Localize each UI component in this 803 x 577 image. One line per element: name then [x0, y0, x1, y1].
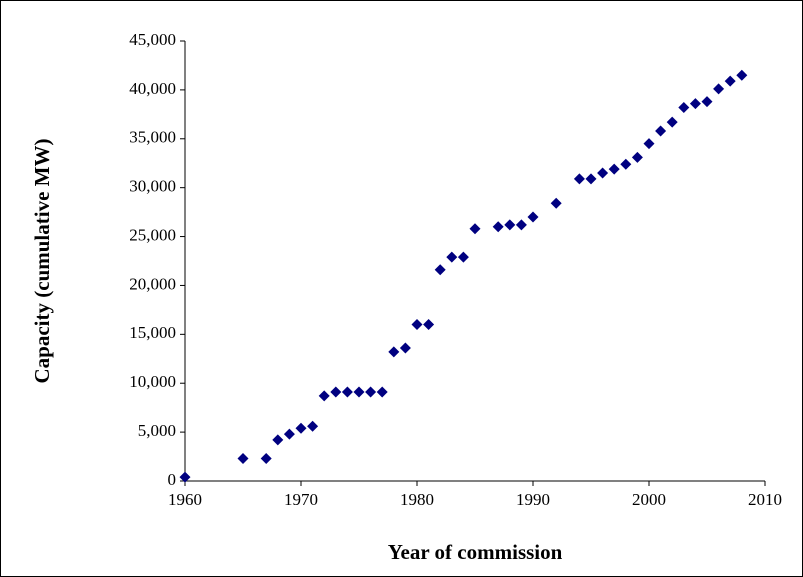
- point: [492, 221, 504, 233]
- x-tick-label: 1960: [168, 490, 202, 509]
- x-tick-label: 2000: [632, 490, 666, 509]
- point: [272, 434, 284, 446]
- point: [608, 163, 620, 175]
- y-tick-label: 5,000: [138, 421, 176, 440]
- y-tick-label: 35,000: [129, 128, 176, 147]
- point: [573, 173, 585, 185]
- point: [365, 386, 377, 398]
- point: [283, 428, 295, 440]
- point: [469, 223, 481, 235]
- point: [341, 386, 353, 398]
- y-tick-label: 40,000: [129, 79, 176, 98]
- point: [713, 83, 725, 95]
- point: [318, 390, 330, 402]
- point: [643, 138, 655, 150]
- y-tick-label: 30,000: [129, 177, 176, 196]
- point: [423, 319, 435, 331]
- point: [736, 69, 748, 81]
- point: [678, 101, 690, 113]
- y-tick-label: 0: [168, 470, 177, 489]
- point: [620, 158, 632, 170]
- point: [434, 264, 446, 276]
- y-tick-label: 25,000: [129, 225, 176, 244]
- point: [666, 116, 678, 128]
- point: [515, 219, 527, 231]
- point: [457, 251, 469, 263]
- point: [631, 151, 643, 163]
- point: [724, 75, 736, 87]
- point: [689, 98, 701, 110]
- point: [550, 197, 562, 209]
- point: [307, 420, 319, 432]
- point: [527, 211, 539, 223]
- y-axis-title: Capacity (cumulative MW): [30, 139, 54, 384]
- y-tick-label: 10,000: [129, 372, 176, 391]
- x-axis-title: Year of commission: [388, 540, 563, 564]
- point: [399, 342, 411, 354]
- y-tick-label: 20,000: [129, 274, 176, 293]
- point: [701, 96, 713, 108]
- point: [237, 453, 249, 465]
- point: [411, 319, 423, 331]
- point: [353, 386, 365, 398]
- point: [295, 422, 307, 434]
- x-tick-label: 2010: [748, 490, 782, 509]
- point: [655, 125, 667, 137]
- point: [179, 471, 191, 483]
- y-tick-label: 15,000: [129, 323, 176, 342]
- point: [446, 251, 458, 263]
- point: [376, 386, 388, 398]
- point: [597, 167, 609, 179]
- point: [585, 173, 597, 185]
- x-tick-label: 1990: [516, 490, 550, 509]
- point: [504, 219, 516, 231]
- x-tick-label: 1970: [284, 490, 318, 509]
- point: [388, 346, 400, 358]
- x-tick-label: 1980: [400, 490, 434, 509]
- y-tick-label: 45,000: [129, 30, 176, 49]
- point: [260, 453, 272, 465]
- point: [330, 386, 342, 398]
